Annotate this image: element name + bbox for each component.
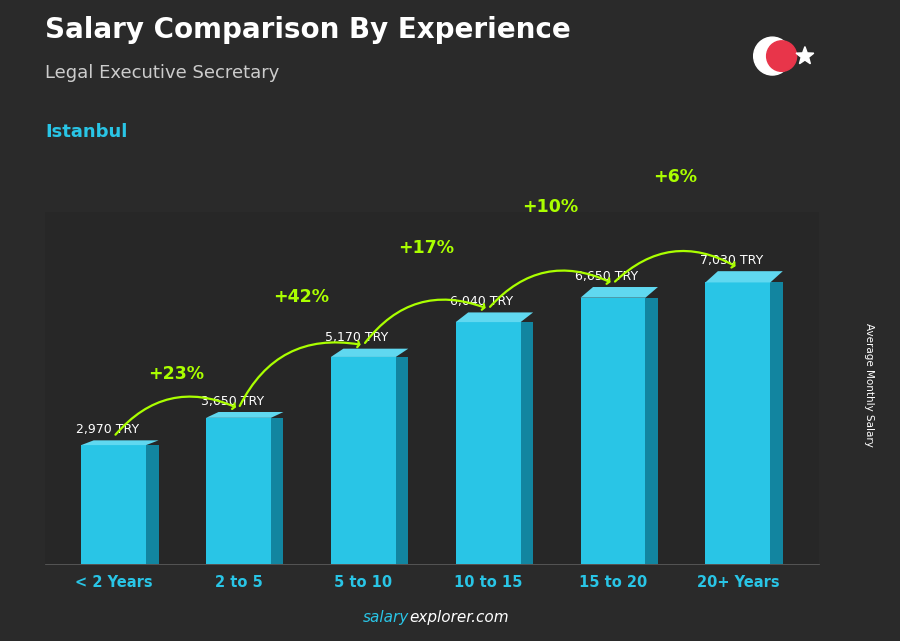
Polygon shape bbox=[271, 418, 284, 564]
Polygon shape bbox=[396, 357, 409, 564]
Polygon shape bbox=[796, 47, 814, 63]
FancyBboxPatch shape bbox=[331, 357, 396, 564]
Polygon shape bbox=[455, 312, 533, 322]
Circle shape bbox=[767, 41, 796, 71]
Text: 7,030 TRY: 7,030 TRY bbox=[700, 254, 763, 267]
Polygon shape bbox=[770, 283, 783, 564]
Polygon shape bbox=[520, 322, 533, 564]
Text: 2,970 TRY: 2,970 TRY bbox=[76, 423, 139, 436]
Text: +17%: +17% bbox=[398, 238, 454, 256]
Text: 3,650 TRY: 3,650 TRY bbox=[201, 395, 264, 408]
Text: +6%: +6% bbox=[653, 168, 698, 186]
Circle shape bbox=[753, 37, 791, 75]
Text: Legal Executive Secretary: Legal Executive Secretary bbox=[45, 64, 279, 82]
FancyBboxPatch shape bbox=[206, 418, 271, 564]
Polygon shape bbox=[146, 445, 158, 564]
Polygon shape bbox=[81, 440, 158, 445]
Text: explorer.com: explorer.com bbox=[410, 610, 509, 625]
Text: 6,040 TRY: 6,040 TRY bbox=[450, 296, 514, 308]
Text: Istanbul: Istanbul bbox=[45, 123, 128, 141]
Polygon shape bbox=[706, 271, 783, 283]
Polygon shape bbox=[645, 297, 658, 564]
Text: 5,170 TRY: 5,170 TRY bbox=[326, 331, 389, 344]
Polygon shape bbox=[331, 349, 409, 357]
Text: Average Monthly Salary: Average Monthly Salary bbox=[863, 322, 874, 447]
Polygon shape bbox=[206, 412, 284, 418]
Text: Salary Comparison By Experience: Salary Comparison By Experience bbox=[45, 16, 571, 44]
Text: +42%: +42% bbox=[273, 288, 328, 306]
Text: +10%: +10% bbox=[523, 197, 579, 215]
FancyBboxPatch shape bbox=[81, 445, 146, 564]
Text: +23%: +23% bbox=[148, 365, 204, 383]
FancyBboxPatch shape bbox=[580, 297, 645, 564]
Text: 6,650 TRY: 6,650 TRY bbox=[575, 270, 638, 283]
Polygon shape bbox=[580, 287, 658, 297]
FancyBboxPatch shape bbox=[706, 283, 770, 564]
Text: salary: salary bbox=[364, 610, 410, 625]
FancyBboxPatch shape bbox=[455, 322, 520, 564]
